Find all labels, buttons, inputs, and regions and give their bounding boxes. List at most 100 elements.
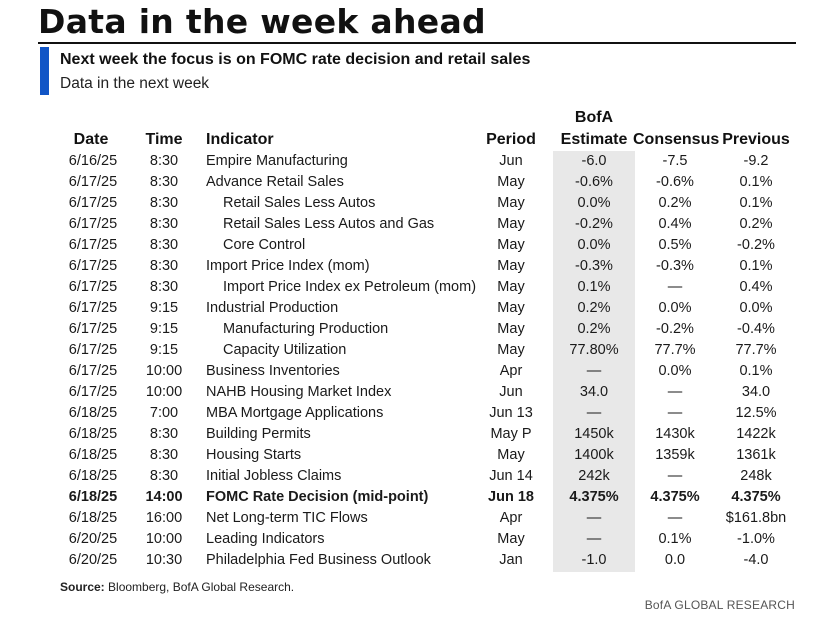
cell-previous: 1361k [736,447,776,463]
cell-previous: $161.8bn [725,510,787,526]
cell-date: 6/17/25 [68,174,118,190]
cell-previous: 0.4% [739,279,773,295]
cell-date: 6/20/25 [68,552,118,568]
cell-previous: 0.2% [739,216,773,232]
cell-time: 8:30 [149,237,179,253]
cell-indicator: Philadelphia Fed Business Outlook [206,552,431,568]
cell-previous: -1.0% [737,531,775,547]
cell-period: Apr [499,363,523,379]
cell-time: 10:00 [145,531,183,547]
cell-date: 6/17/25 [68,216,118,232]
cell-bofa-estimate: -0.2% [575,216,613,232]
cell-period: May [497,216,525,232]
cell-previous: -0.2% [737,237,775,253]
cell-bofa-estimate: -0.3% [575,258,613,274]
header-consensus: Consensus [633,131,720,148]
cell-consensus: — [667,405,683,421]
cell-date: 6/18/25 [68,510,118,526]
cell-indicator: Housing Starts [206,447,302,463]
cell-previous: 34.0 [741,384,771,400]
header-bofa-estimate: BofA Estimate [553,108,635,150]
cell-time: 10:30 [145,552,183,568]
table-row: 6/18/25 16:00 Net Long-term TIC Flows Apr — —… [0,508,833,529]
cell-period: May [497,300,525,316]
cell-time: 14:00 [145,489,183,505]
header-time: Time [145,131,183,148]
table-row: 6/20/25 10:30 Philadelphia Fed Business Ou… [0,550,833,571]
cell-indicator: MBA Mortgage Applications [206,405,384,421]
cell-consensus: -7.5 [662,153,688,169]
cell-previous: 0.0% [739,300,773,316]
table-row: 6/20/25 10:00 Leading Indicators May — 0.1% -1… [0,529,833,550]
table-row: 6/18/25 14:00 FOMC Rate Decision (mid-poin… [0,487,833,508]
table-row: 6/16/25 8:30 Empire Manufacturing Jun -6.0 -7… [0,151,833,172]
cell-bofa-estimate: — [586,363,602,379]
cell-date: 6/18/25 [68,468,118,484]
cell-previous: 248k [740,468,772,484]
cell-period: Jan [499,552,523,568]
source-text: Bloomberg, BofA Global Research. [104,580,295,594]
cell-consensus: 77.7% [654,342,696,358]
cell-period: May P [490,426,532,442]
cell-consensus: -0.2% [656,321,694,337]
cell-bofa-estimate: 4.375% [569,489,619,505]
header-date: Date [73,131,109,148]
cell-consensus: 1430k [655,426,695,442]
cell-time: 8:30 [149,153,179,169]
cell-indicator: Retail Sales Less Autos and Gas [223,216,435,232]
cell-indicator: Initial Jobless Claims [206,468,342,484]
table-row: 6/17/25 8:30 Core Control May 0.0% 0.5% -0.2% [0,235,833,256]
cell-bofa-estimate: 242k [578,468,610,484]
cell-consensus: 0.0 [664,552,686,568]
cell-consensus: 0.0% [658,363,692,379]
cell-previous: 0.1% [739,363,773,379]
cell-date: 6/18/25 [68,489,118,505]
cell-period: Jun 13 [489,405,533,421]
cell-bofa-estimate: -6.0 [581,153,607,169]
table-row: 6/17/25 8:30 Import Price Index ex Petrole… [0,277,833,298]
cell-date: 6/20/25 [68,531,118,547]
header-estimate-line2: Estimate [560,131,628,148]
cell-consensus: — [667,279,683,295]
cell-time: 8:30 [149,279,179,295]
cell-bofa-estimate: 34.0 [579,384,609,400]
cell-date: 6/17/25 [68,300,118,316]
cell-period: May [497,174,525,190]
cell-time: 8:30 [149,468,179,484]
cell-date: 6/17/25 [68,237,118,253]
cell-date: 6/18/25 [68,447,118,463]
cell-date: 6/17/25 [68,363,118,379]
table-row: 6/18/25 8:30 Initial Jobless Claims Jun 14 2… [0,466,833,487]
cell-indicator: Net Long-term TIC Flows [206,510,368,526]
cell-date: 6/17/25 [68,342,118,358]
header-period: Period [486,131,536,148]
cell-indicator: Import Price Index (mom) [206,258,370,274]
cell-time: 10:00 [145,363,183,379]
cell-time: 8:30 [149,216,179,232]
cell-indicator: Advance Retail Sales [206,174,344,190]
cell-indicator: Capacity Utilization [223,342,347,358]
cell-date: 6/16/25 [68,153,118,169]
table-row: 6/17/25 8:30 Retail Sales Less Autos and G… [0,214,833,235]
table-caption: Data in the next week [60,75,210,92]
cell-indicator: Business Inventories [206,363,340,379]
cell-period: May [497,342,525,358]
cell-bofa-estimate: — [586,531,602,547]
cell-consensus: 0.5% [658,237,692,253]
cell-consensus: 0.4% [658,216,692,232]
cell-period: Jun [499,153,523,169]
cell-consensus: 0.0% [658,300,692,316]
cell-time: 9:15 [149,342,179,358]
cell-consensus: -0.3% [656,258,694,274]
table-row: 6/17/25 9:15 Capacity Utilization May 77.80%… [0,340,833,361]
cell-bofa-estimate: 77.80% [569,342,619,358]
cell-consensus: — [667,510,683,526]
cell-indicator: Industrial Production [206,300,339,316]
cell-indicator: FOMC Rate Decision (mid-point) [206,489,429,505]
cell-previous: -0.4% [737,321,775,337]
cell-period: May [497,258,525,274]
table-row: 6/17/25 8:30 Import Price Index (mom) May -0… [0,256,833,277]
cell-consensus: 0.2% [658,195,692,211]
cell-period: May [497,195,525,211]
cell-previous: -4.0 [743,552,769,568]
